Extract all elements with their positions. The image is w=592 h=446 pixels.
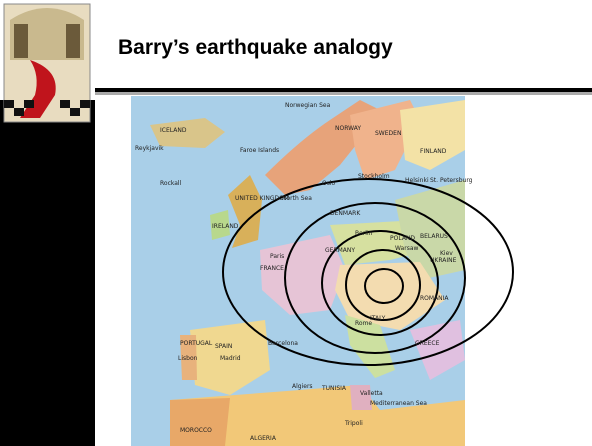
map-label: Norwegian Sea — [285, 102, 331, 109]
map-label: Reykjavik — [135, 145, 164, 152]
map-label: POLAND — [390, 235, 415, 242]
map-label: Faroe Islands — [240, 147, 279, 154]
map-label: PORTUGAL — [180, 340, 213, 347]
slide-art: Norwegian Sea ICELAND NORWAY SWEDEN FINLAND R… — [0, 0, 592, 446]
map-label: DENMARK — [330, 210, 361, 217]
map-label: IRELAND — [212, 223, 239, 230]
title-rule — [95, 88, 592, 92]
map-label: ITALY — [370, 315, 386, 322]
map-label: TUNISIA — [321, 385, 347, 392]
map-label: Stockholm — [358, 173, 390, 180]
slide: Norwegian Sea ICELAND NORWAY SWEDEN FINLAND R… — [0, 0, 592, 446]
map-label: BELARUS — [420, 233, 448, 240]
staircase-picture — [4, 4, 90, 122]
map-label: Mediterranean Sea — [370, 400, 427, 407]
map-label: NORWAY — [335, 125, 361, 132]
map-label: St. Petersburg — [430, 177, 473, 184]
map-label: Paris — [270, 253, 284, 260]
map-label: Kiev — [440, 250, 453, 257]
map-label: Tripoli — [344, 420, 363, 427]
map-label: Algiers — [292, 383, 313, 390]
map-label: Warsaw — [395, 245, 418, 252]
map-label: MOROCCO — [180, 427, 212, 434]
map-label: Lisbon — [178, 355, 198, 362]
map-label: Oslo — [322, 180, 336, 187]
map-label: ROMANIA — [420, 295, 449, 302]
map: Norwegian Sea ICELAND NORWAY SWEDEN FINLAND R… — [131, 96, 513, 446]
map-label: ICELAND — [160, 127, 187, 134]
map-label: UKRAINE — [430, 257, 457, 264]
map-label: Madrid — [220, 355, 241, 362]
title-rule-shadow — [95, 92, 592, 95]
map-label: FRANCE — [260, 265, 284, 272]
side-bar — [0, 100, 95, 446]
map-label: Rockall — [160, 180, 182, 187]
map-label: North Sea — [282, 195, 312, 202]
map-label: UNITED KINGDOM — [235, 195, 289, 202]
map-label: ALGERIA — [250, 435, 277, 442]
map-label: SWEDEN — [375, 130, 401, 137]
map-label: Barcelona — [268, 340, 298, 347]
map-label: GERMANY — [325, 247, 355, 254]
map-label: Helsinki — [405, 177, 429, 184]
map-label: Rome — [355, 320, 372, 327]
map-label: Valletta — [360, 390, 383, 397]
map-label: FINLAND — [420, 148, 447, 155]
map-label: SPAIN — [215, 343, 232, 350]
slide-title: Barry’s earthquake analogy — [118, 36, 393, 60]
map-label: Berlin — [355, 230, 373, 237]
map-label: GREECE — [415, 340, 440, 347]
